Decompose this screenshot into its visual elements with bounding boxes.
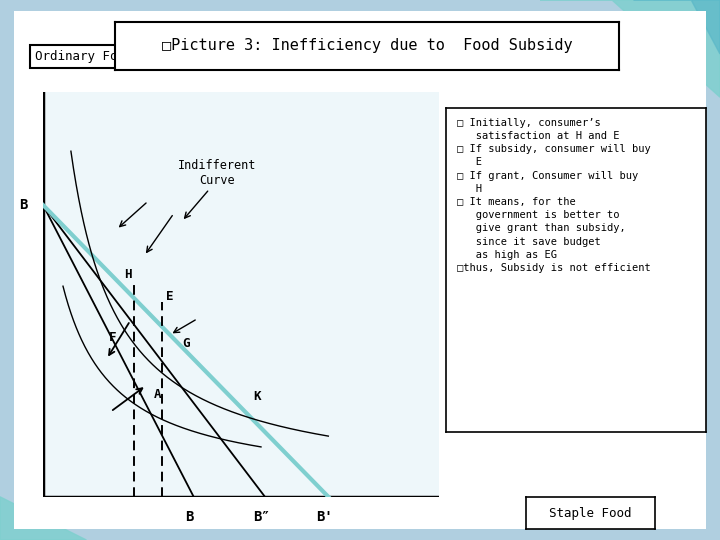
Text: B: B — [19, 198, 28, 212]
Text: K: K — [253, 389, 261, 403]
Text: □ Initially, consumer’s
   satisfaction at H and E
□ If subsidy, consumer will b: □ Initially, consumer’s satisfaction at … — [456, 118, 650, 273]
Polygon shape — [540, 0, 720, 97]
Text: F: F — [109, 331, 116, 344]
Text: B″: B″ — [253, 510, 269, 524]
Polygon shape — [0, 497, 86, 540]
Text: □Picture 3: Inefficiency due to  Food Subsidy: □Picture 3: Inefficiency due to Food Sub… — [162, 38, 572, 53]
Text: Indifferent
Curve: Indifferent Curve — [179, 159, 256, 187]
Text: B: B — [186, 510, 194, 524]
Text: E: E — [166, 291, 174, 303]
Text: G: G — [181, 337, 189, 350]
Text: B': B' — [316, 510, 333, 524]
Polygon shape — [634, 0, 720, 54]
Text: A: A — [154, 388, 161, 401]
Text: Ordinary Food: Ordinary Food — [35, 50, 132, 63]
Text: H: H — [125, 268, 132, 281]
Text: Staple Food: Staple Food — [549, 507, 631, 519]
